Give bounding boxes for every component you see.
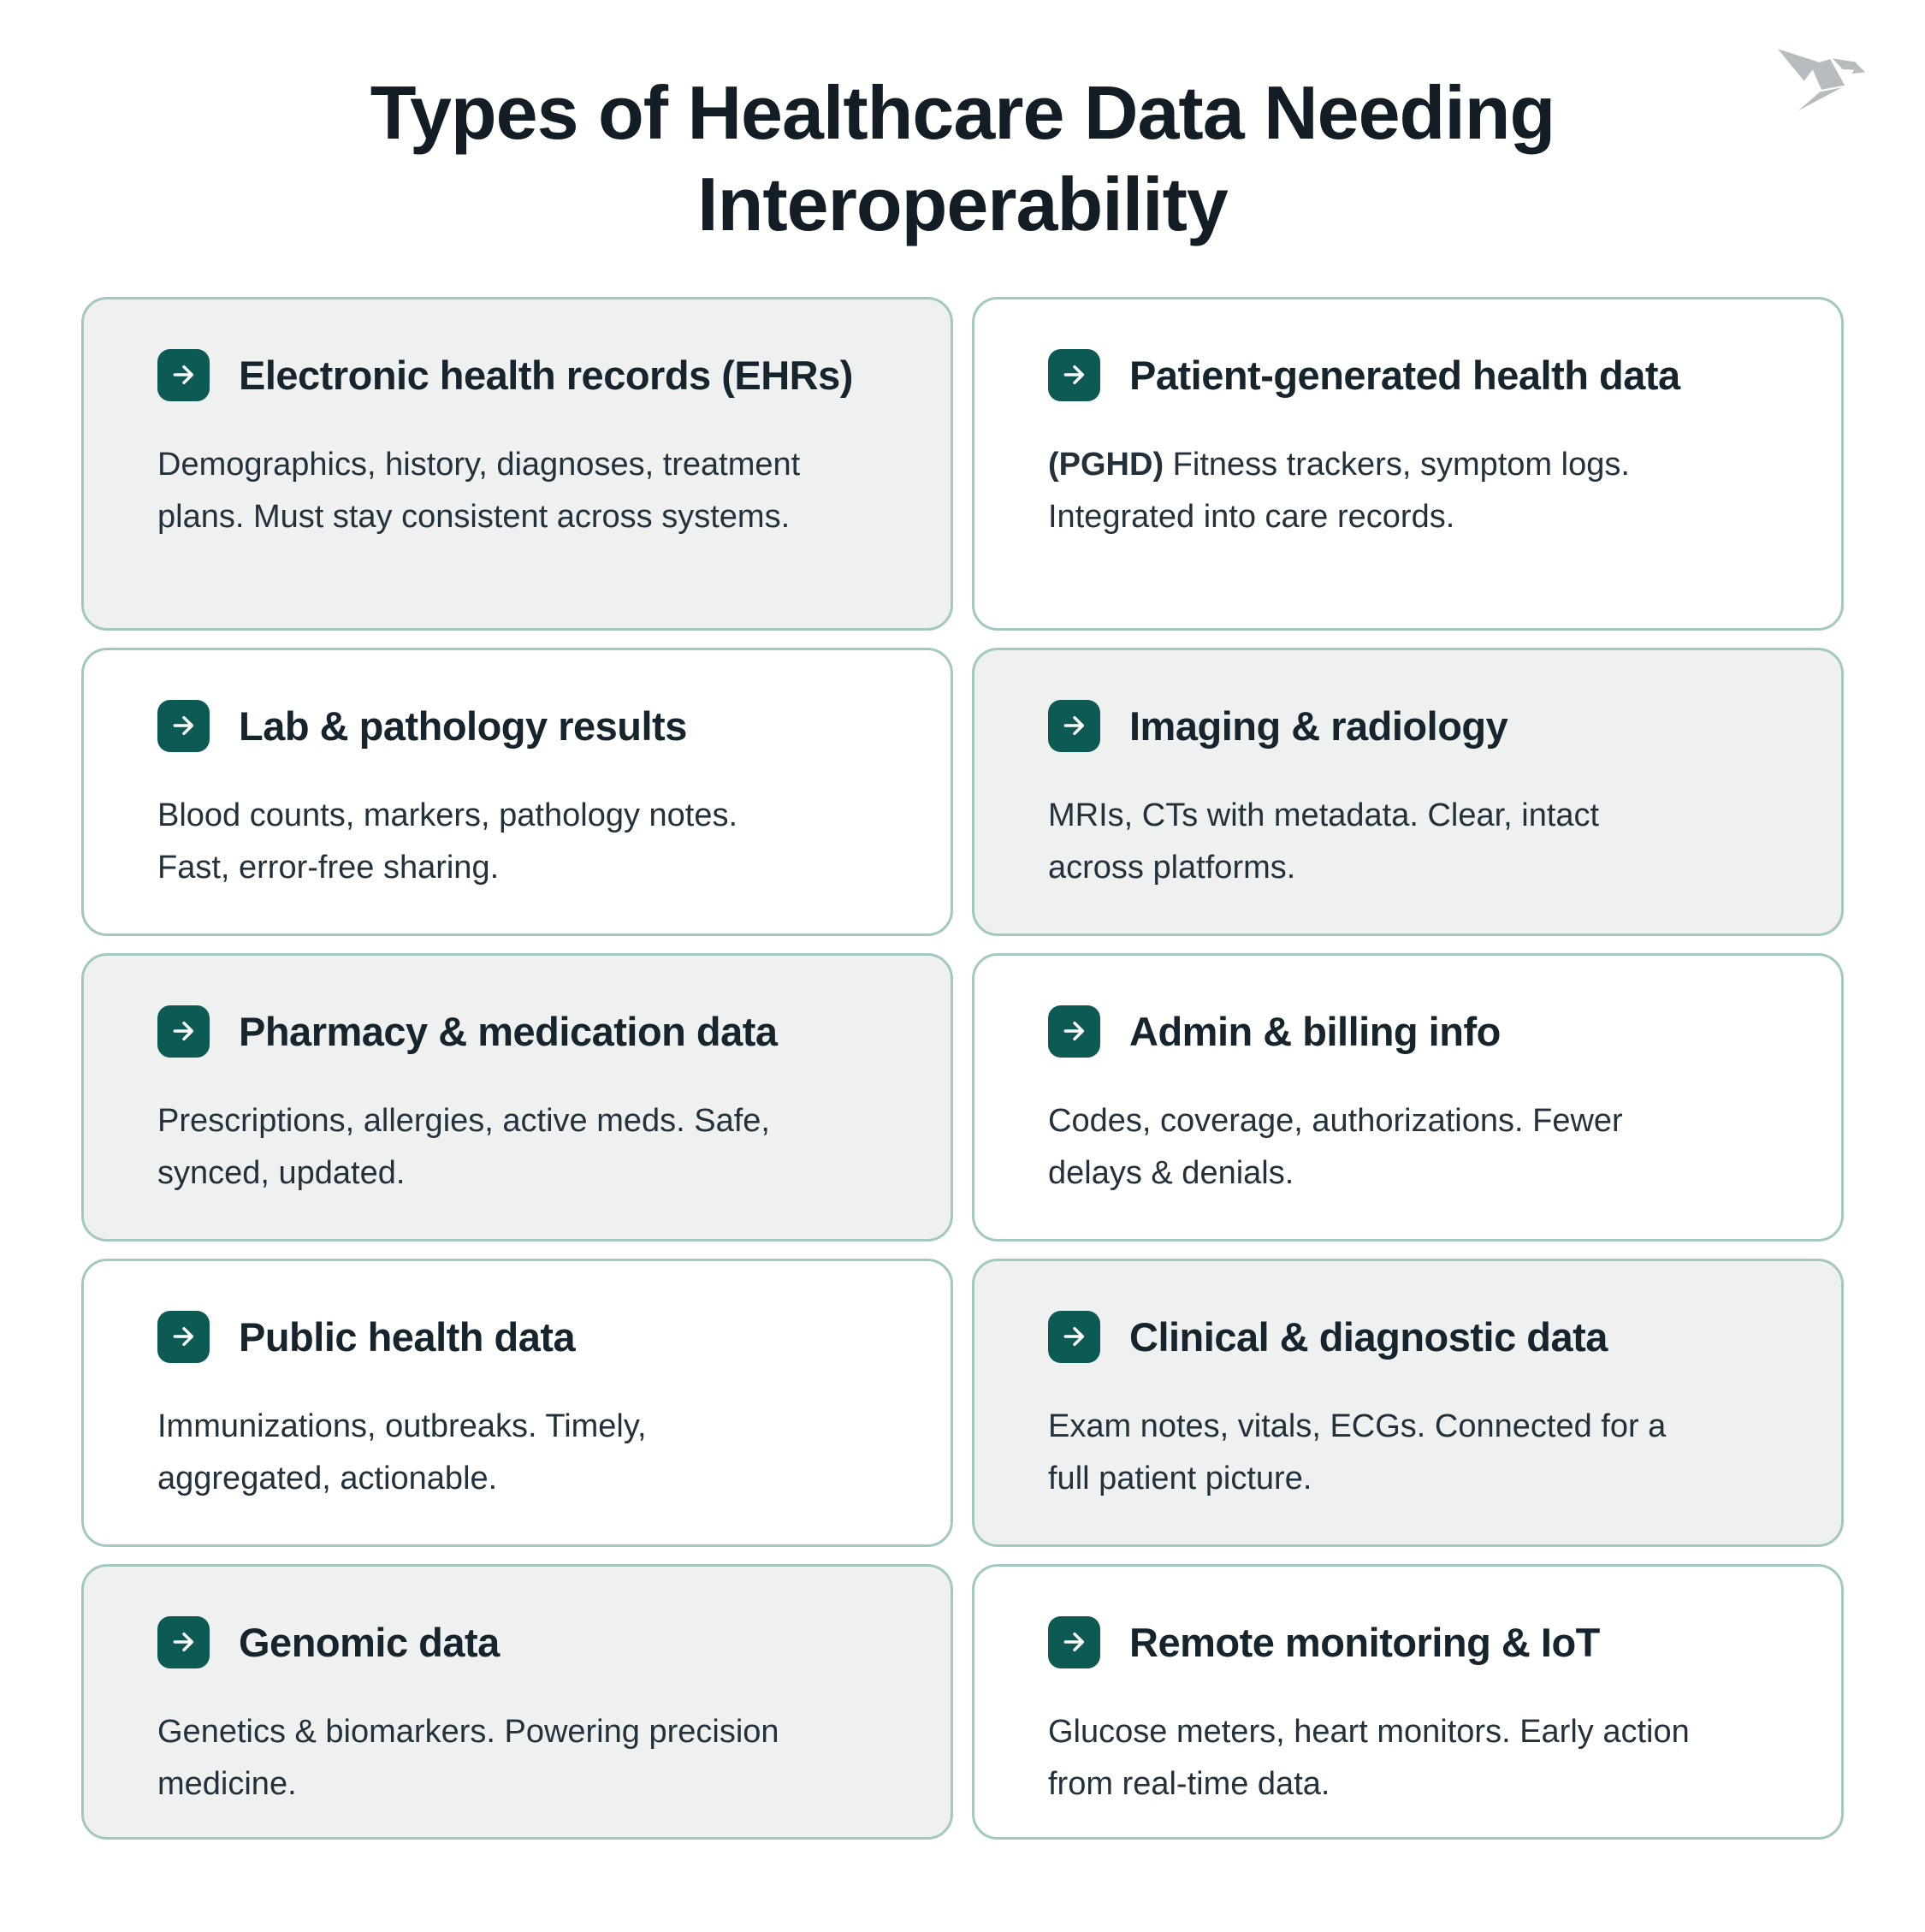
card-header: Genomic data — [157, 1615, 877, 1668]
card-description: Blood counts, markers, pathology notes. … — [157, 790, 808, 894]
card-header: Clinical & diagnostic data — [1048, 1310, 1768, 1363]
card-header: Imaging & radiology — [1048, 699, 1768, 752]
card-pharmacy-medication-data: Pharmacy & medication data Prescriptions… — [81, 952, 953, 1242]
logo-body — [1810, 59, 1845, 90]
card-description-text: Codes, coverage, authorizations. Fewer d… — [1048, 1102, 1623, 1191]
card-description: (PGHD) Fitness trackers, symptom logs. I… — [1048, 439, 1698, 543]
card-title: Lab & pathology results — [239, 702, 687, 749]
arrow-right-icon — [1048, 1310, 1100, 1363]
card-description-text: Glucose meters, heart monitors. Early ac… — [1048, 1713, 1690, 1802]
card-description-text: Fitness trackers, symptom logs. Integrat… — [1048, 446, 1630, 535]
arrow-right-icon — [157, 348, 210, 401]
card-title: Clinical & diagnostic data — [1129, 1313, 1608, 1360]
card-electronic-health-records: Electronic health records (EHRs) Demogra… — [81, 296, 953, 631]
arrow-right-icon — [1048, 1005, 1100, 1058]
card-description-text: Exam notes, vitals, ECGs. Connected for … — [1048, 1408, 1667, 1496]
card-description: Demographics, history, diagnoses, treatm… — [157, 439, 808, 543]
card-description: Codes, coverage, authorizations. Fewer d… — [1048, 1095, 1698, 1200]
card-description-text: Genetics & biomarkers. Powering precisio… — [157, 1713, 779, 1802]
card-patient-generated-health-data: Patient-generated health data (PGHD) Fit… — [972, 296, 1844, 631]
card-title: Admin & billing info — [1129, 1008, 1501, 1054]
card-description-text: MRIs, CTs with metadata. Clear, intact a… — [1048, 797, 1600, 886]
card-title: Imaging & radiology — [1129, 702, 1508, 749]
card-header: Pharmacy & medication data — [157, 1005, 877, 1058]
card-description-text: Blood counts, markers, pathology notes. … — [157, 797, 738, 886]
origami-bird-logo — [1749, 22, 1894, 116]
card-title: Patient-generated health data — [1129, 352, 1680, 398]
card-description: MRIs, CTs with metadata. Clear, intact a… — [1048, 790, 1698, 894]
page-title: Types of Healthcare Data Needing Interop… — [370, 70, 1556, 247]
card-title: Pharmacy & medication data — [239, 1008, 778, 1054]
card-title: Remote monitoring & IoT — [1129, 1619, 1600, 1665]
card-description-bold: (PGHD) — [1048, 446, 1164, 483]
card-title: Electronic health records (EHRs) — [239, 352, 853, 398]
card-description-text: Demographics, history, diagnoses, treatm… — [157, 446, 801, 535]
card-header: Electronic health records (EHRs) — [157, 348, 877, 401]
logo-tail — [1798, 87, 1842, 111]
card-description: Glucose meters, heart monitors. Early ac… — [1048, 1706, 1698, 1811]
card-genomic-data: Genomic data Genetics & biomarkers. Powe… — [81, 1563, 953, 1840]
arrow-right-icon — [157, 699, 210, 752]
card-title: Public health data — [239, 1313, 576, 1360]
card-title: Genomic data — [239, 1619, 500, 1665]
card-header: Patient-generated health data — [1048, 348, 1768, 401]
card-description: Immunizations, outbreaks. Timely, aggreg… — [157, 1401, 808, 1505]
arrow-right-icon — [157, 1615, 210, 1668]
arrow-right-icon — [1048, 1615, 1100, 1668]
card-lab-pathology-results: Lab & pathology results Blood counts, ma… — [81, 647, 953, 936]
logo-head — [1832, 58, 1861, 70]
arrow-right-icon — [157, 1005, 210, 1058]
card-description-text: Immunizations, outbreaks. Timely, aggreg… — [157, 1408, 647, 1496]
card-public-health-data: Public health data Immunizations, outbre… — [81, 1258, 953, 1547]
card-header: Lab & pathology results — [157, 699, 877, 752]
arrow-right-icon — [1048, 699, 1100, 752]
card-header: Remote monitoring & IoT — [1048, 1615, 1768, 1668]
card-header: Public health data — [157, 1310, 877, 1363]
arrow-right-icon — [1048, 348, 1100, 401]
card-imaging-radiology: Imaging & radiology MRIs, CTs with metad… — [972, 647, 1844, 936]
arrow-right-icon — [157, 1310, 210, 1363]
card-admin-billing-info: Admin & billing info Codes, coverage, au… — [972, 952, 1844, 1242]
card-remote-monitoring-iot: Remote monitoring & IoT Glucose meters, … — [972, 1563, 1844, 1840]
cards-grid: Electronic health records (EHRs) Demogra… — [81, 296, 1844, 1840]
logo-beak — [1851, 64, 1865, 74]
card-description: Exam notes, vitals, ECGs. Connected for … — [1048, 1401, 1698, 1505]
card-header: Admin & billing info — [1048, 1005, 1768, 1058]
card-description: Prescriptions, allergies, active meds. S… — [157, 1095, 808, 1200]
card-description-text: Prescriptions, allergies, active meds. S… — [157, 1102, 770, 1191]
card-description: Genetics & biomarkers. Powering precisio… — [157, 1706, 808, 1811]
card-clinical-diagnostic-data: Clinical & diagnostic data Exam notes, v… — [972, 1258, 1844, 1547]
logo-wing — [1778, 49, 1819, 81]
